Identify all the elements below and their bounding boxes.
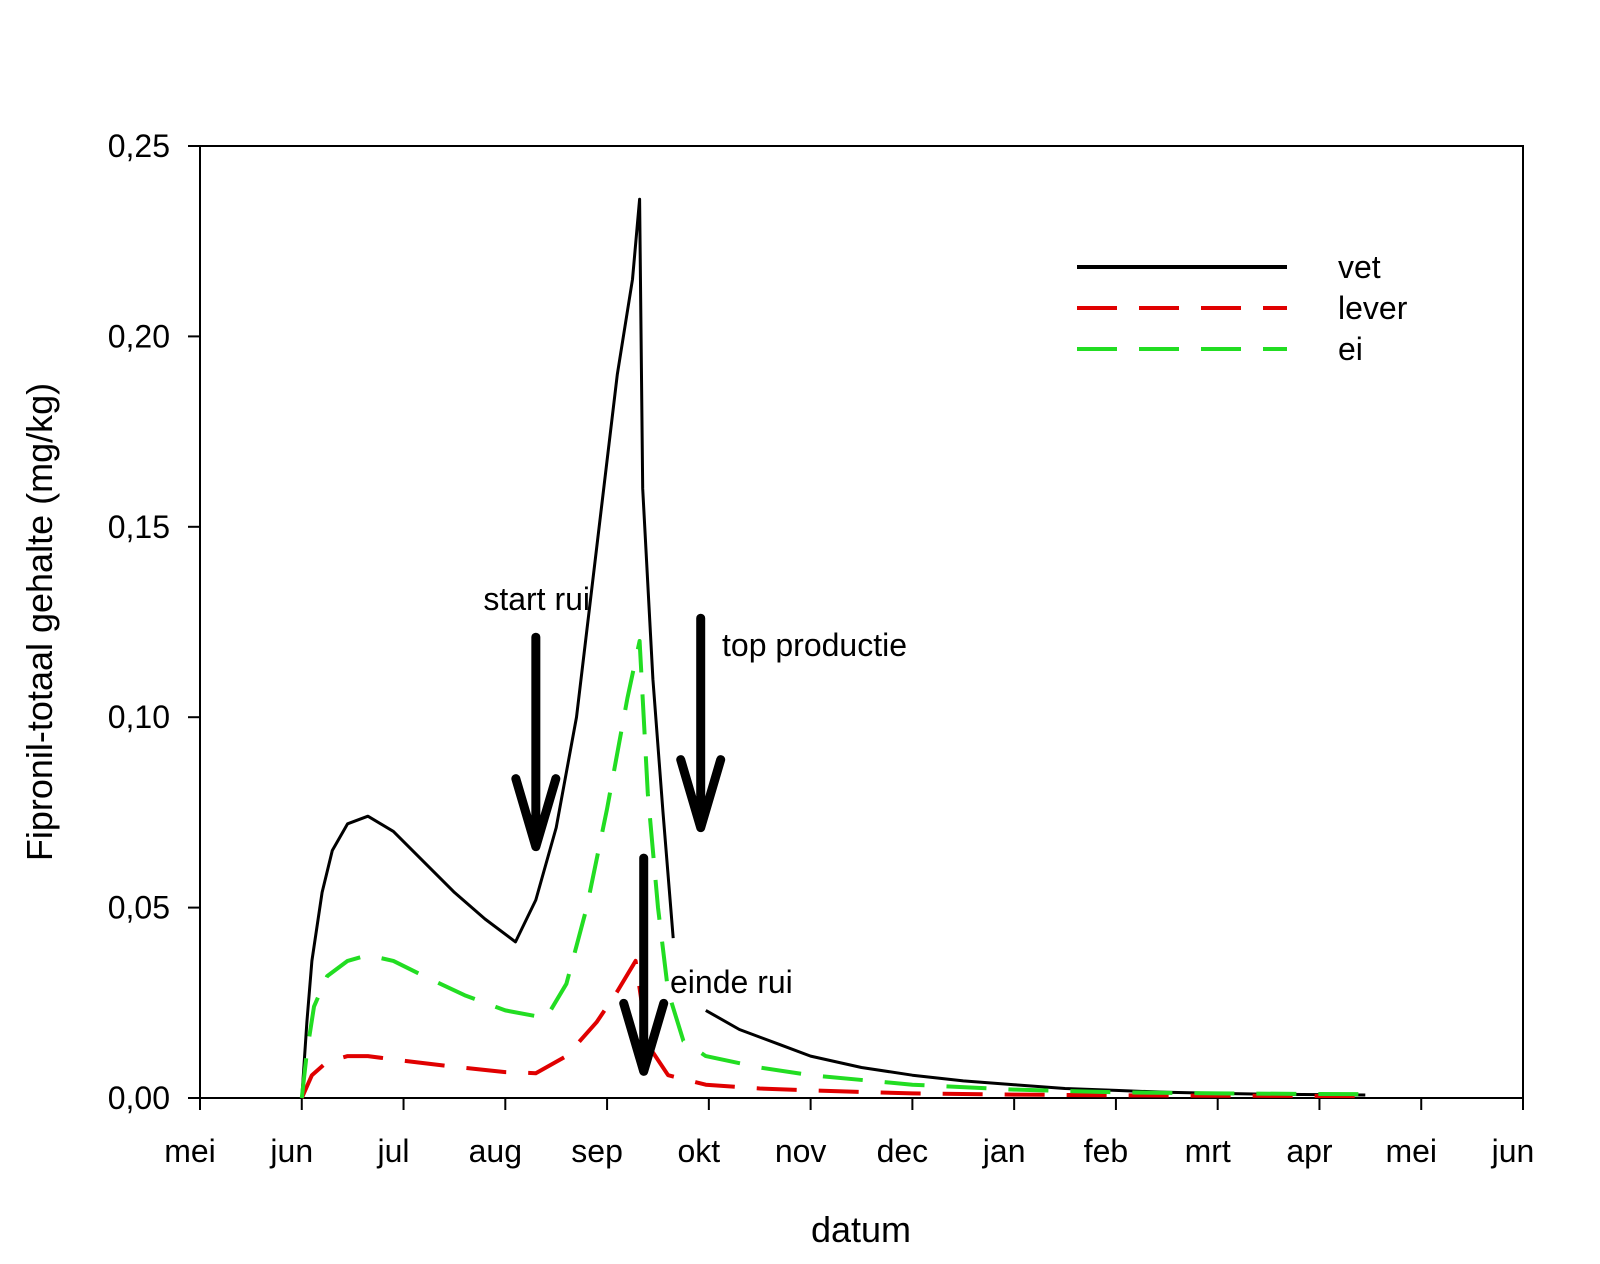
x-tick-label: sep [571,1133,623,1169]
series-line-ei [299,639,1366,1099]
x-tick-label: nov [775,1133,827,1169]
x-tick-label: dec [877,1133,929,1169]
x-tick-label: aug [469,1133,522,1169]
x-tick-label: jan [982,1133,1026,1169]
y-tick-label: 0,05 [108,890,170,926]
y-tick-label: 0,10 [108,699,170,735]
x-tick-label: jun [269,1133,313,1169]
annotation-layer: start rui top productie einde rui [483,581,907,1076]
x-axis-title: datum [811,1209,911,1250]
annotation-label: einde rui [670,964,793,1000]
series-layer [299,197,1366,1099]
legend-label-ei: ei [1338,331,1363,367]
series-line-lever [299,958,1366,1099]
y-tick-label: 0,00 [108,1080,170,1116]
annotation-arrow [619,853,669,1076]
annotation-arrow [676,613,726,833]
annotation-arrow [511,632,561,852]
y-tick-label: 0,25 [108,128,170,164]
annotation-label: start rui [483,581,590,617]
x-tick-label: apr [1286,1133,1333,1169]
x-tick-label: okt [678,1133,721,1169]
y-axis-title: Fipronil-totaal gehalte (mg/kg) [19,383,60,861]
x-tick-label: mei [164,1133,216,1169]
y-tick-label: 0,15 [108,509,170,545]
legend-label-lever: lever [1338,290,1408,326]
y-tick-label: 0,20 [108,318,170,354]
x-tick-label: feb [1084,1133,1128,1169]
plot-frame [199,145,1524,1099]
series-line-vet [705,1009,1366,1097]
x-tick-label: jun [1491,1133,1535,1169]
x-tick-label: jul [377,1133,410,1169]
y-axis-ticks: 0,00 0,05 0,10 0,15 0,20 0,25 [108,128,200,1116]
x-tick-label: mei [1385,1133,1437,1169]
x-axis-ticks: mei jun jul aug sep okt nov dec jan feb mrt apr mei j… [164,1098,1534,1169]
legend-label-vet: vet [1338,249,1381,285]
legend: vet lever ei [1077,249,1408,367]
annotation-label: top productie [722,627,907,663]
series-line-vet [300,197,675,1099]
x-tick-label: mrt [1185,1133,1231,1169]
